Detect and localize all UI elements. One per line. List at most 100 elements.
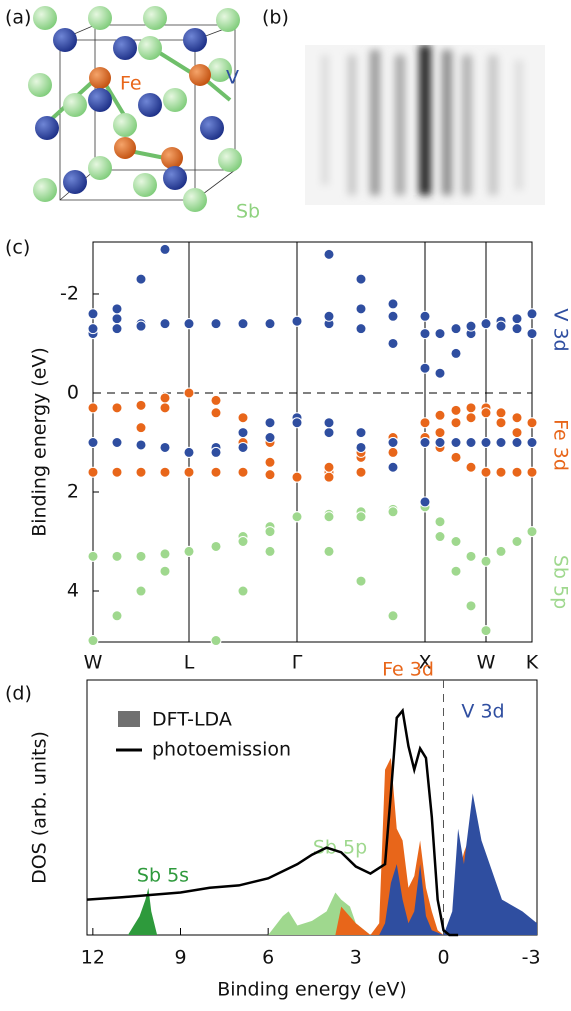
band-point [135, 320, 147, 332]
band-point [511, 436, 523, 448]
atom-label: Sb [236, 201, 260, 223]
band-point [419, 310, 431, 322]
band-character-label: Fe 3d [550, 419, 571, 471]
band-point [264, 432, 276, 444]
band-point [450, 417, 462, 429]
band-point [480, 407, 492, 419]
x-tick-label: L [184, 652, 195, 674]
band-point [323, 545, 335, 557]
band-point [210, 394, 222, 406]
band-point [495, 407, 507, 419]
band-point [465, 402, 477, 414]
band-point [323, 248, 335, 260]
band-point [465, 600, 477, 612]
band-point [465, 461, 477, 473]
band-point [237, 536, 249, 548]
band-point [419, 496, 431, 508]
dos-label: Sb 5s [137, 865, 189, 887]
band-point [450, 565, 462, 577]
band-point [291, 511, 303, 523]
x-tick-label: 3 [350, 947, 362, 969]
band-point [480, 625, 492, 637]
x-tick-label: W [477, 652, 496, 674]
band-point [111, 550, 123, 562]
x-tick-label: X [418, 652, 431, 674]
band-point [323, 511, 335, 523]
band-point [111, 402, 123, 414]
band-point [419, 417, 431, 429]
x-tick-label: 9 [174, 947, 186, 969]
band-point [159, 392, 171, 404]
panel-label: (c) [5, 237, 30, 259]
band-point [135, 550, 147, 562]
band-point [434, 367, 446, 379]
band-point [387, 446, 399, 458]
band-point [87, 402, 99, 414]
band-point [264, 456, 276, 468]
band-point [111, 610, 123, 622]
band-point [387, 436, 399, 448]
band-point [434, 436, 446, 448]
band-point [526, 328, 538, 340]
y-tick-label: 0 [67, 381, 79, 403]
legend-swatch [118, 711, 140, 727]
band-point [264, 469, 276, 481]
band-point [323, 427, 335, 439]
band-point [434, 409, 446, 421]
band-point [291, 417, 303, 429]
band-point [511, 323, 523, 335]
band-point [511, 466, 523, 478]
band-point [210, 540, 222, 552]
band-point [419, 436, 431, 448]
band-point [237, 441, 249, 453]
legend-label: photoemission [152, 739, 291, 761]
band-point [480, 466, 492, 478]
atom-label: V [226, 67, 239, 89]
x-tick-label: 0 [437, 947, 449, 969]
band-point [511, 313, 523, 325]
band-point [465, 436, 477, 448]
band-point [135, 466, 147, 478]
band-point [355, 575, 367, 587]
band-point [355, 323, 367, 335]
x-tick-label: W [84, 652, 103, 674]
band-point [183, 387, 195, 399]
band-point [135, 399, 147, 411]
band-point [264, 545, 276, 557]
y-tick-label: 4 [67, 580, 79, 602]
band-character-label: V 3d [550, 308, 571, 351]
band-point [355, 511, 367, 523]
dos-label: V 3d [461, 701, 504, 723]
dos-label: Fe 3d [382, 659, 434, 681]
panel-label: (b) [262, 7, 289, 29]
band-point [183, 446, 195, 458]
band-point [210, 466, 222, 478]
band-point [264, 318, 276, 330]
band-point [323, 417, 335, 429]
band-point [237, 427, 249, 439]
band-point [159, 466, 171, 478]
band-point [419, 362, 431, 374]
atom-label: Fe [120, 73, 142, 95]
band-point [323, 461, 335, 473]
band-point [450, 436, 462, 448]
band-point [323, 471, 335, 483]
band-point [183, 545, 195, 557]
band-point [87, 436, 99, 448]
band-point [355, 466, 367, 478]
band-point [135, 439, 147, 451]
dos-area [379, 793, 537, 935]
band-point [387, 310, 399, 322]
band-point [480, 555, 492, 567]
band-point [135, 422, 147, 434]
y-axis-label: DOS (arb. units) [29, 731, 51, 884]
photoemission-line [86, 707, 459, 937]
band-point [355, 427, 367, 439]
panel-label: (a) [5, 7, 31, 29]
arpes-image [305, 45, 545, 205]
band-point [526, 308, 538, 320]
band-point [526, 417, 538, 429]
band-point [526, 526, 538, 538]
